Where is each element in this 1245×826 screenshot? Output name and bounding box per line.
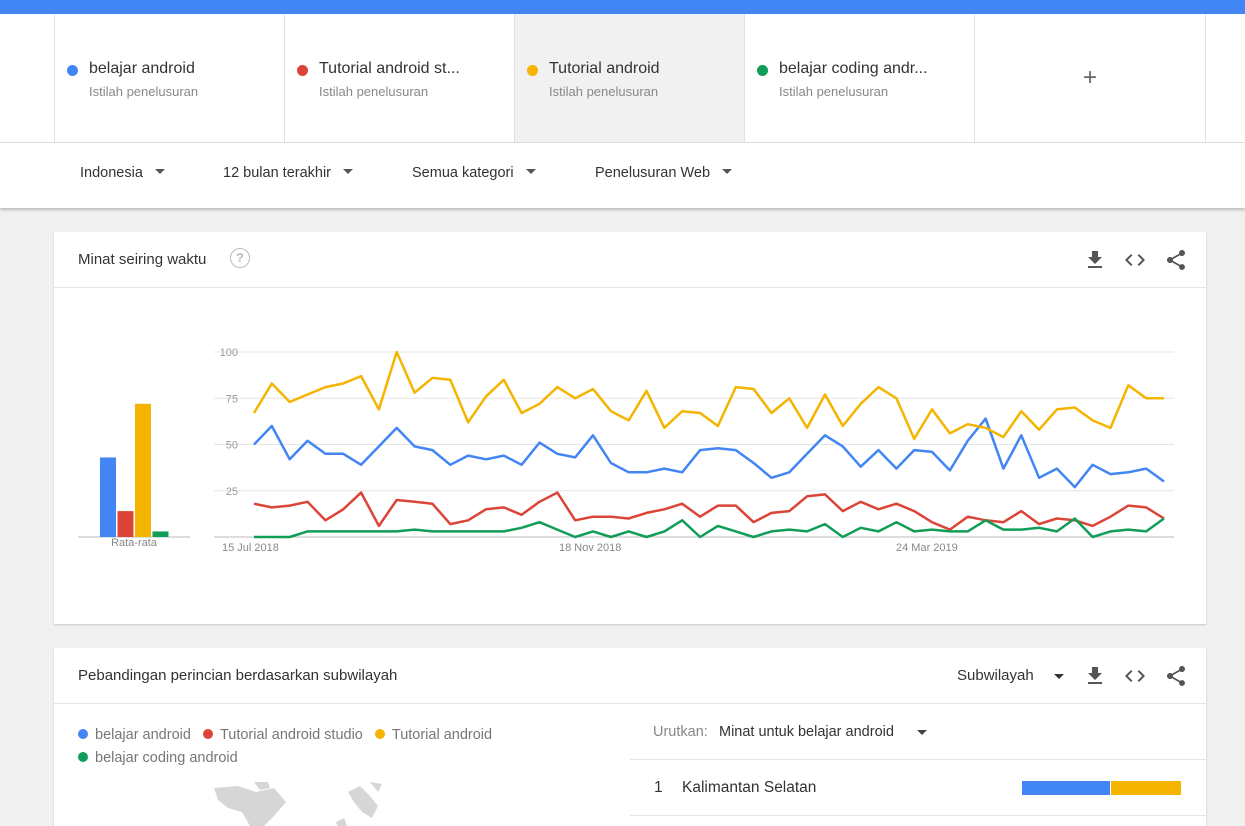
category-filter-label: Semua kategori: [412, 165, 514, 181]
chart-series[interactable]: [252, 350, 1165, 539]
x-tick-label: 15 Jul 2018: [222, 542, 279, 554]
term-card-4[interactable]: belajar coding andr... Istilah penelusur…: [744, 14, 974, 142]
caret-down-icon: [154, 168, 165, 174]
legend-item: Tutorial android: [374, 724, 493, 747]
sort-dropdown[interactable]: Minat untuk belajar android: [719, 724, 894, 740]
legend-item: belajar coding android: [78, 747, 238, 770]
y-tick-label: 50: [226, 440, 238, 452]
term-color-dot: [757, 65, 768, 76]
x-tick-label: 24 Mar 2019: [896, 542, 958, 554]
x-tick-label: 18 Nov 2018: [559, 542, 621, 554]
download-icon[interactable]: [1083, 664, 1107, 688]
term-color-dot: [297, 65, 308, 76]
sort-label: Urutkan:: [653, 724, 708, 740]
average-label: Rata-rata: [111, 537, 158, 549]
legend-dot: [78, 752, 88, 762]
legend-dot: [78, 729, 88, 739]
legend-label: Tutorial android studio: [219, 727, 363, 743]
top-accent-bar: [0, 0, 1245, 14]
subregion-card: Pebandingan perincian berdasarkan subwil…: [54, 648, 1206, 826]
add-term-button[interactable]: +: [974, 14, 1206, 142]
y-tick-label: 25: [226, 486, 238, 498]
embed-icon[interactable]: [1123, 248, 1147, 272]
term-card-2[interactable]: Tutorial android st... Istilah penelusur…: [284, 14, 514, 142]
subregion-legend: belajar android Tutorial android studio Tu…: [78, 724, 548, 770]
region-share-bar-yellow: [1111, 781, 1181, 795]
average-bars: [78, 403, 190, 538]
region-row[interactable]: 1 Kalimantan Selatan: [630, 760, 1206, 816]
caret-down-icon: [525, 168, 536, 174]
plus-icon: +: [1083, 64, 1098, 91]
filter-bar: Indonesia 12 bulan terakhir Semua katego…: [0, 143, 1245, 208]
average-bar[interactable]: [117, 511, 134, 537]
term-card-1[interactable]: belajar android Istilah penelusuran: [54, 14, 284, 142]
compare-terms-bar: belajar android Istilah penelusuran Tuto…: [0, 14, 1245, 143]
chart-grid: 100 75 50 25: [214, 347, 1174, 538]
x-axis-ticks: 15 Jul 2018 18 Nov 2018 24 Mar 2019: [222, 542, 958, 554]
average-bar[interactable]: [135, 403, 151, 537]
term-name: Tutorial android st...: [319, 60, 460, 77]
embed-icon[interactable]: [1123, 664, 1147, 688]
legend-label: belajar coding android: [95, 750, 238, 766]
legend-item: Tutorial android studio: [202, 724, 363, 747]
region-filter-label: Indonesia: [80, 165, 143, 181]
period-filter[interactable]: 12 bulan terakhir: [223, 165, 354, 181]
region-filter[interactable]: Indonesia: [80, 165, 165, 181]
legend-item: belajar android: [78, 724, 191, 747]
interest-chart: Rata-rata 100 75 50 25 15 Jul 2018 18 Nov 20…: [78, 347, 1174, 554]
share-icon[interactable]: [1164, 664, 1188, 688]
series-line[interactable]: [253, 417, 1165, 489]
term-type: Istilah penelusuran: [779, 84, 889, 99]
subregion-dropdown[interactable]: Subwilayah: [957, 667, 1034, 684]
help-icon[interactable]: ?: [230, 248, 250, 268]
series-line[interactable]: [253, 491, 1165, 531]
legend-label: belajar android: [95, 727, 191, 743]
term-type: Istilah penelusuran: [549, 84, 659, 99]
card-title: Minat seiring waktu: [78, 251, 207, 268]
sort-row: Urutkan: Minat untuk belajar android: [630, 704, 1206, 760]
legend-dot: [374, 729, 385, 739]
card-header: Minat seiring waktu ?: [54, 232, 1206, 288]
term-card-3[interactable]: Tutorial android Istilah penelusuran: [514, 14, 744, 142]
term-type: Istilah penelusuran: [319, 84, 429, 99]
interest-over-time-card: Minat seiring waktu ? Rata-rata 100 75 50 2…: [54, 232, 1206, 624]
subregion-map[interactable]: [78, 782, 478, 826]
term-color-dot: [67, 65, 78, 76]
download-icon[interactable]: [1083, 248, 1107, 272]
term-color-dot: [527, 65, 538, 76]
caret-down-icon: [343, 168, 354, 174]
term-name: belajar android: [89, 60, 195, 77]
region-name: Kalimantan Selatan: [682, 779, 817, 796]
share-icon[interactable]: [1164, 248, 1188, 272]
region-share-bar-blue: [1022, 781, 1110, 795]
series-line[interactable]: [252, 350, 1164, 441]
term-name: Tutorial android: [549, 60, 660, 77]
term-type: Istilah penelusuran: [89, 84, 199, 99]
y-tick-label: 100: [220, 347, 238, 359]
period-filter-label: 12 bulan terakhir: [223, 165, 332, 181]
card-header: Pebandingan perincian berdasarkan subwil…: [54, 648, 1206, 704]
region-rank: 1: [654, 779, 663, 796]
average-bar[interactable]: [100, 457, 116, 537]
term-name: belajar coding andr...: [779, 60, 928, 77]
series-line[interactable]: [254, 517, 1165, 539]
average-bar[interactable]: [152, 531, 169, 537]
search-type-filter-label: Penelusuran Web: [595, 165, 711, 181]
card-title: Pebandingan perincian berdasarkan subwil…: [78, 667, 398, 684]
legend-dot: [202, 729, 213, 739]
caret-down-icon: [722, 168, 733, 174]
caret-down-icon[interactable]: [917, 730, 927, 735]
search-type-filter[interactable]: Penelusuran Web: [595, 165, 733, 181]
y-tick-label: 75: [226, 393, 238, 405]
category-filter[interactable]: Semua kategori: [412, 165, 536, 181]
legend-label: Tutorial android: [391, 727, 493, 743]
caret-down-icon[interactable]: [1054, 674, 1064, 679]
